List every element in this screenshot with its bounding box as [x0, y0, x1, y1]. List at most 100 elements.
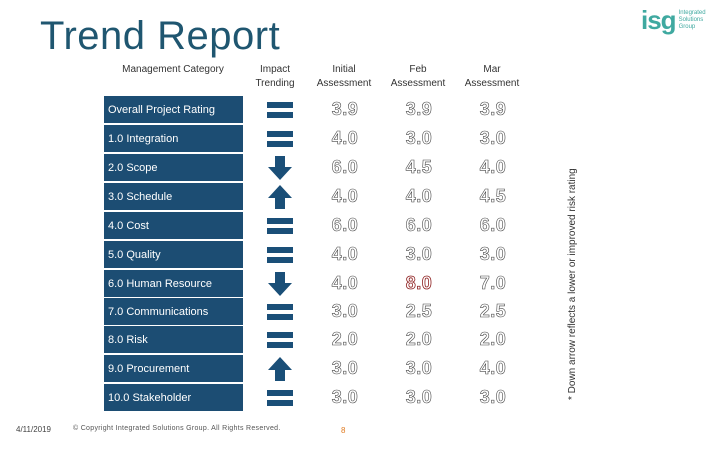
footer-date: 4/11/2019	[16, 425, 51, 434]
initial-score-cell: 3.9	[308, 96, 382, 123]
feb-score: 2.0	[405, 329, 433, 350]
header-feb-assessment: Feb Assessment	[390, 64, 446, 89]
mar-score-cell: 3.9	[456, 96, 530, 123]
mar-score-cell: 3.0	[456, 125, 530, 152]
equal-trend-icon	[247, 326, 313, 353]
initial-score: 4.0	[331, 128, 359, 149]
header-mar-assessment: Mar Assessment	[464, 64, 520, 89]
feb-score: 3.0	[405, 387, 433, 408]
footer-copyright: © Copyright Integrated Solutions Group. …	[73, 425, 281, 432]
equal-trend-icon	[247, 384, 313, 411]
feb-score: 2.5	[405, 301, 433, 322]
mar-score-cell: 4.5	[456, 183, 530, 210]
logo-line-2: Solutions	[678, 17, 704, 23]
feb-score-cell: 3.0	[382, 355, 456, 382]
row-label: 2.0 Scope	[104, 154, 243, 181]
initial-score: 6.0	[331, 215, 359, 236]
logo-mark: isg	[641, 5, 677, 35]
mar-score-cell: 2.5	[456, 298, 530, 325]
initial-score: 3.0	[331, 358, 359, 379]
mar-score-cell: 7.0	[456, 270, 530, 297]
row-label: 10.0 Stakeholder	[104, 384, 243, 411]
row-label: 6.0 Human Resource	[104, 270, 243, 297]
feb-score-cell: 6.0	[382, 212, 456, 239]
initial-score-cell: 6.0	[308, 154, 382, 181]
row-label: 7.0 Communications	[104, 298, 243, 325]
mar-score: 3.9	[479, 99, 507, 120]
mar-score: 3.0	[479, 387, 507, 408]
mar-score: 4.5	[479, 186, 507, 207]
equal-trend-icon	[247, 298, 313, 325]
page-number: 8	[341, 426, 346, 435]
row-label: 4.0 Cost	[104, 212, 243, 239]
row-label: 9.0 Procurement	[104, 355, 243, 382]
initial-score-cell: 4.0	[308, 270, 382, 297]
down-arrow-icon	[247, 154, 313, 181]
feb-score: 6.0	[405, 215, 433, 236]
logo-line-1: Integrated	[678, 10, 706, 16]
feb-score: 3.0	[405, 128, 433, 149]
up-arrow-icon	[247, 355, 313, 382]
feb-score-cell: 4.5	[382, 154, 456, 181]
initial-score-cell: 4.0	[308, 241, 382, 268]
initial-score-cell: 3.0	[308, 355, 382, 382]
header-impact-trending: Impact Trending	[255, 64, 295, 89]
up-arrow-icon	[247, 183, 313, 210]
feb-score: 3.9	[405, 99, 433, 120]
isg-logo: isg Integrated Solutions Group	[641, 7, 706, 33]
initial-score-cell: 2.0	[308, 326, 382, 353]
feb-score-cell: 3.9	[382, 96, 456, 123]
row-label: Overall Project Rating	[104, 96, 243, 123]
mar-score-cell: 3.0	[456, 384, 530, 411]
feb-score-cell: 3.0	[382, 384, 456, 411]
row-label: 3.0 Schedule	[104, 183, 243, 210]
mar-score: 3.0	[479, 128, 507, 149]
initial-score: 3.9	[331, 99, 359, 120]
initial-score: 4.0	[331, 186, 359, 207]
logo-text: Integrated Solutions Group	[679, 10, 706, 31]
initial-score-cell: 3.0	[308, 298, 382, 325]
row-label: 8.0 Risk	[104, 326, 243, 353]
initial-score: 4.0	[331, 244, 359, 265]
feb-score: 4.0	[405, 186, 433, 207]
feb-score: 4.5	[405, 157, 433, 178]
initial-score-cell: 4.0	[308, 125, 382, 152]
mar-score-cell: 2.0	[456, 326, 530, 353]
initial-score: 2.0	[331, 329, 359, 350]
mar-score: 7.0	[479, 273, 507, 294]
feb-score-cell: 3.0	[382, 241, 456, 268]
feb-score-cell: 3.0	[382, 125, 456, 152]
header-initial-assessment: Initial Assessment	[316, 64, 372, 89]
feb-score: 8.0	[405, 273, 433, 294]
mar-score: 4.0	[479, 157, 507, 178]
equal-trend-icon	[247, 96, 313, 123]
feb-score: 3.0	[405, 358, 433, 379]
mar-score-cell: 4.0	[456, 154, 530, 181]
initial-score: 6.0	[331, 157, 359, 178]
initial-score: 3.0	[331, 387, 359, 408]
mar-score-cell: 4.0	[456, 355, 530, 382]
mar-score: 4.0	[479, 358, 507, 379]
feb-score-cell: 8.0	[382, 270, 456, 297]
header-management-category: Management Category	[122, 64, 224, 75]
down-arrow-icon	[247, 270, 313, 297]
row-label: 5.0 Quality	[104, 241, 243, 268]
feb-score-cell: 2.0	[382, 326, 456, 353]
mar-score: 6.0	[479, 215, 507, 236]
logo-line-3: Group	[678, 24, 696, 30]
initial-score: 3.0	[331, 301, 359, 322]
page-title: Trend Report	[40, 14, 281, 58]
feb-score: 3.0	[405, 244, 433, 265]
feb-score-cell: 4.0	[382, 183, 456, 210]
mar-score-cell: 6.0	[456, 212, 530, 239]
initial-score: 4.0	[331, 273, 359, 294]
equal-trend-icon	[247, 212, 313, 239]
initial-score-cell: 6.0	[308, 212, 382, 239]
mar-score-cell: 3.0	[456, 241, 530, 268]
feb-score-cell: 2.5	[382, 298, 456, 325]
mar-score: 3.0	[479, 244, 507, 265]
equal-trend-icon	[247, 125, 313, 152]
side-note: * Down arrow reflects a lower or improve…	[567, 168, 578, 400]
initial-score-cell: 4.0	[308, 183, 382, 210]
row-label: 1.0 Integration	[104, 125, 243, 152]
